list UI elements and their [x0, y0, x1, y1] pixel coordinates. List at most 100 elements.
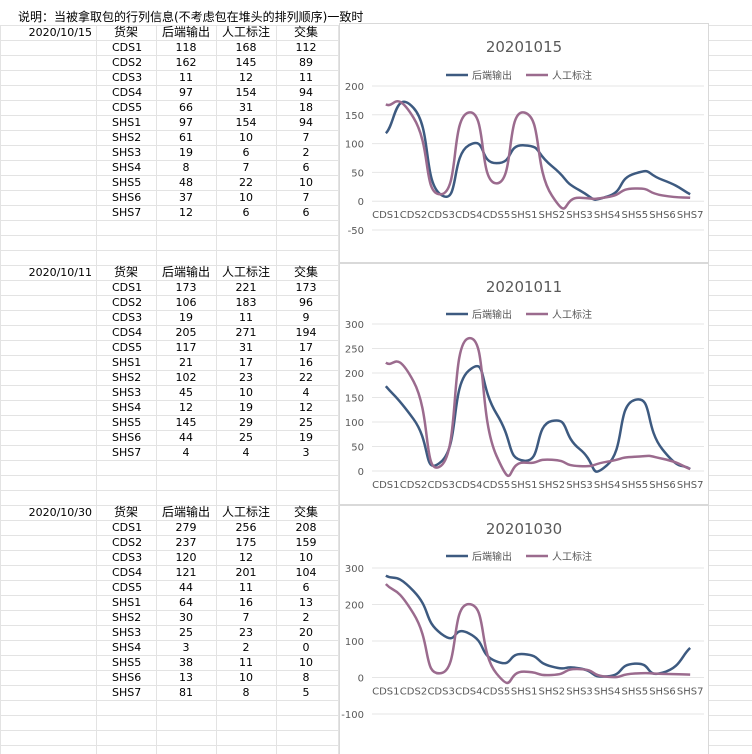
y-tick-label: 250 — [345, 345, 364, 356]
x-tick-label: CDS1 — [372, 210, 399, 221]
x-tick-label: CDS5 — [483, 687, 510, 698]
table-cell: 5 — [302, 686, 310, 699]
table-cell: 11 — [239, 581, 253, 594]
table-row-label: CDS1 — [112, 41, 143, 54]
table-row-label: SHS5 — [112, 176, 142, 189]
table-cell: 16 — [299, 356, 313, 369]
y-tick-label: 100 — [345, 140, 364, 151]
table-header-cell: 交集 — [293, 505, 318, 519]
table-cell: 19 — [179, 146, 193, 159]
x-tick-label: SHS3 — [566, 687, 593, 698]
table-cell: 23 — [239, 371, 253, 384]
table-cell: 6 — [242, 146, 250, 159]
table-cell: 21 — [179, 356, 193, 369]
table-header-cell: 交集 — [293, 25, 318, 39]
table-header-cell: 货架 — [113, 505, 138, 519]
table-cell: 96 — [299, 296, 313, 309]
x-tick-label: CDS4 — [455, 480, 482, 491]
y-tick-label: 0 — [358, 197, 364, 208]
table-cell: 120 — [175, 551, 197, 564]
x-tick-label: SHS1 — [511, 687, 538, 698]
y-tick-label: 200 — [345, 369, 364, 380]
table-row-label: CDS5 — [112, 341, 143, 354]
table-row-label: SHS7 — [112, 446, 142, 459]
series-line-1[interactable] — [384, 100, 691, 201]
chart-20201011[interactable]: 20201011 后端输出 人工标注 0 50 100 150 200 250 300 CDS1 CD… — [340, 264, 708, 504]
x-tick-label: CDS2 — [400, 687, 427, 698]
table-cell: 31 — [239, 101, 253, 114]
table-cell: 154 — [235, 86, 257, 99]
series-line-2[interactable] — [385, 100, 691, 210]
table-header-cell: 后端输出 — [161, 505, 210, 519]
table-cell: 237 — [175, 536, 197, 549]
table-cell: 10 — [239, 191, 253, 204]
table-cell: 23 — [239, 626, 253, 639]
table-cell: 117 — [175, 341, 197, 354]
table-cell: 10 — [299, 176, 313, 189]
table-cell: 7 — [302, 191, 310, 204]
table-header-cell: 人工标注 — [221, 505, 270, 519]
chart-title: 20201011 — [486, 278, 562, 296]
table-cell: 256 — [235, 521, 257, 534]
table-row-label: CDS4 — [112, 86, 143, 99]
table-cell: 12 — [239, 71, 253, 84]
table-cell: 18 — [299, 101, 313, 114]
series-line-2[interactable] — [384, 583, 691, 685]
series-line-2[interactable] — [385, 336, 691, 478]
table-row-label: CDS2 — [112, 296, 143, 309]
table-row-label: SHS7 — [112, 206, 142, 219]
table-cell: 22 — [299, 371, 313, 384]
table-row-label: CDS1 — [112, 521, 143, 534]
table-cell: 4 — [302, 386, 310, 399]
table-cell: 29 — [239, 416, 253, 429]
table-cell: 38 — [179, 656, 193, 669]
series-line-1[interactable] — [385, 574, 692, 678]
x-tick-label: SHS7 — [677, 210, 704, 221]
table-cell: 11 — [179, 71, 193, 84]
chart-20201015[interactable]: 20201015 后端输出 人工标注 -50 0 50 100 150 200 CDS1 CDS2 C… — [340, 24, 708, 262]
table-date: 2020/10/30 — [28, 506, 92, 519]
table-cell: 11 — [299, 71, 313, 84]
table-row-label: CDS4 — [112, 326, 143, 339]
x-tick-label: SHS7 — [677, 687, 704, 698]
x-tick-label: CDS1 — [372, 687, 399, 698]
x-tick-label: CDS2 — [400, 480, 427, 491]
table-cell: 194 — [295, 326, 317, 339]
table-row-label: SHS2 — [112, 371, 142, 384]
table-cell: 8 — [182, 161, 190, 174]
table-cell: 8 — [302, 671, 310, 684]
x-tick-label: SHS5 — [622, 480, 649, 491]
series-line-1[interactable] — [384, 364, 691, 473]
legend-entry: 人工标注 — [552, 69, 592, 82]
x-tick-label: CDS3 — [427, 687, 454, 698]
table-cell: 64 — [179, 596, 193, 609]
x-tick-label: SHS1 — [511, 480, 538, 491]
chart-20201030[interactable]: 20201030 后端输出 人工标注 -100 0 100 200 300 CDS1 CDS2 CD… — [340, 506, 708, 754]
table-header-cell: 人工标注 — [221, 265, 270, 279]
table-header-cell: 货架 — [113, 25, 138, 39]
table-cell: 145 — [235, 56, 257, 69]
table-row-label: SHS3 — [112, 146, 142, 159]
y-tick-label: 150 — [345, 111, 364, 122]
table-cell: 81 — [179, 686, 193, 699]
table-cell: 2 — [302, 611, 310, 624]
table-cell: 279 — [175, 521, 197, 534]
table-cell: 145 — [175, 416, 197, 429]
table-row-label: CDS1 — [112, 281, 143, 294]
table-cell: 118 — [175, 41, 197, 54]
table-cell: 112 — [295, 41, 317, 54]
table-date: 2020/10/11 — [28, 266, 92, 279]
table-row-label: SHS2 — [112, 131, 142, 144]
x-tick-label: CDS2 — [400, 210, 427, 221]
table-cell: 159 — [295, 536, 317, 549]
table-row-label: SHS5 — [112, 416, 142, 429]
table-cell: 6 — [302, 581, 310, 594]
y-tick-label: 100 — [345, 637, 364, 648]
table-cell: 13 — [299, 596, 313, 609]
table-cell: 20 — [299, 626, 313, 639]
x-tick-label: SHS2 — [539, 210, 566, 221]
table-cell: 102 — [175, 371, 197, 384]
x-tick-label: SHS4 — [594, 480, 621, 491]
